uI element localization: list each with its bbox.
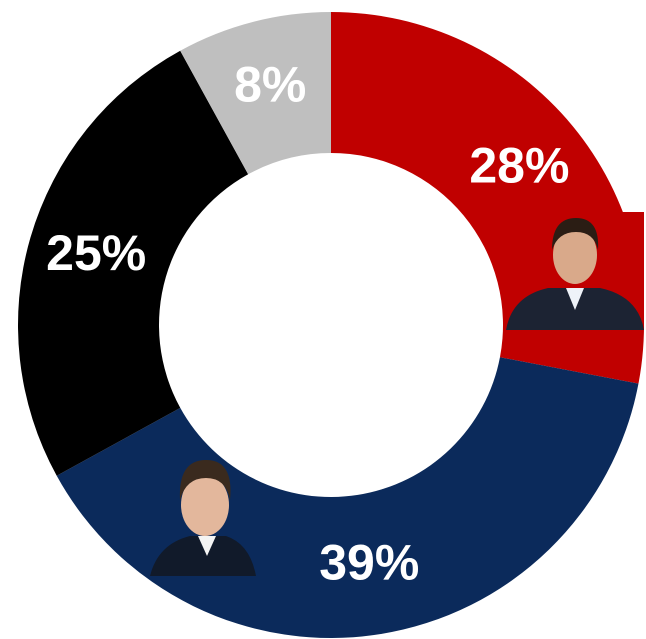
labels: 28% 39% 25% 8% <box>46 56 569 590</box>
portrait-shirt <box>198 536 216 556</box>
value-label: 39% <box>319 535 419 591</box>
portrait-shirt <box>566 288 584 310</box>
value-label: 28% <box>469 137 569 193</box>
donut-segment <box>180 12 331 175</box>
portrait-hair <box>552 218 599 250</box>
portrait-right <box>506 212 644 330</box>
donut-segment <box>18 50 249 476</box>
value-label: 8% <box>234 56 306 112</box>
portrait-left <box>150 460 256 576</box>
portrait-hair <box>179 460 231 500</box>
portrait-face <box>553 226 597 284</box>
portrait-body <box>150 536 256 576</box>
portrait-face <box>181 474 229 536</box>
value-label: 25% <box>46 225 146 281</box>
